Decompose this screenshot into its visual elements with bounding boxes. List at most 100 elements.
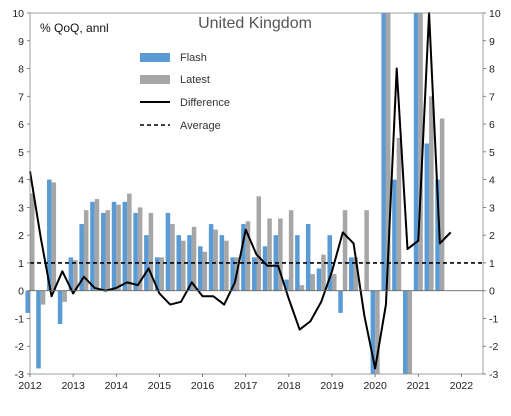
bar-latest <box>94 199 100 291</box>
bar-latest <box>224 240 229 291</box>
bar-flash <box>208 224 214 291</box>
bar-flash <box>241 224 246 291</box>
bar-latest <box>364 210 369 291</box>
bar-latest <box>299 285 305 291</box>
x-tick-label: 2021 <box>407 380 431 392</box>
right-tick-label: -1 <box>489 313 498 325</box>
bar-latest <box>310 274 315 291</box>
bar-flash <box>435 179 440 291</box>
bar-latest <box>396 137 402 291</box>
bar-flash <box>57 290 63 325</box>
bar-latest <box>127 193 132 291</box>
right-y-ticks: -3 -2 -1 0 1 2 3 4 5 6 7 8 9 10 <box>483 8 501 381</box>
right-tick-label: 4 <box>489 175 495 187</box>
bar-flash <box>68 257 74 291</box>
left-y-ticks: -3 -2 -1 0 1 2 3 4 5 6 7 8 9 10 <box>12 8 30 381</box>
bar-flash <box>413 13 419 291</box>
bar-flash <box>90 201 95 291</box>
axes-layer <box>29 12 484 375</box>
bar-flash <box>198 246 203 291</box>
bar-latest <box>332 274 337 291</box>
bar-flash <box>327 235 332 291</box>
bar-latest <box>288 210 294 291</box>
bar-latest <box>137 207 143 291</box>
bar-flash <box>25 290 30 313</box>
bar-latest <box>105 210 111 291</box>
lines-layer <box>29 12 483 370</box>
bar-latest <box>256 196 262 291</box>
bar-latest <box>191 226 197 291</box>
bar-latest <box>148 212 154 291</box>
bar-latest <box>159 257 164 291</box>
chart-title: United Kingdom <box>198 15 312 32</box>
bar-latest <box>62 290 67 302</box>
x-tick-label: 2016 <box>191 380 215 392</box>
series-line-difference <box>29 12 452 370</box>
bar-latest <box>73 260 78 291</box>
bar-flash <box>402 290 408 374</box>
x-axis-ticks: 2012 2013 2014 2015 2016 2017 2018 2019 2020 2021… <box>18 374 473 392</box>
legend-swatch-latest <box>140 75 170 84</box>
bar-latest <box>181 240 186 291</box>
left-tick-label: 4 <box>18 175 24 187</box>
right-tick-label: 6 <box>489 119 495 131</box>
right-tick-label: -2 <box>489 341 498 353</box>
left-tick-label: -3 <box>15 369 24 381</box>
bar-latest <box>353 257 359 291</box>
right-tick-label: 1 <box>489 258 495 270</box>
left-tick-label: 3 <box>18 202 24 214</box>
x-tick-label: 2017 <box>234 380 258 392</box>
x-tick-label: 2014 <box>105 380 129 392</box>
bar-flash <box>122 201 128 291</box>
x-tick-label: 2015 <box>148 380 172 392</box>
bar-flash <box>47 179 52 291</box>
x-tick-label: 2012 <box>18 380 42 392</box>
bar-latest <box>418 13 423 291</box>
bar-latest <box>385 13 391 291</box>
bar-latest <box>342 210 348 291</box>
bar-latest <box>375 290 380 374</box>
bar-latest <box>439 118 445 291</box>
left-tick-label: 6 <box>18 119 24 131</box>
bar-latest <box>429 96 434 291</box>
bar-flash <box>111 201 117 291</box>
bar-flash <box>338 290 343 313</box>
right-tick-label: 0 <box>489 286 495 298</box>
bar-flash <box>370 290 376 374</box>
bar-flash <box>424 143 430 291</box>
left-tick-label: 9 <box>18 36 24 48</box>
bar-latest <box>321 254 326 291</box>
bar-flash <box>100 212 106 291</box>
bar-latest <box>213 229 218 291</box>
left-tick-label: -1 <box>15 313 24 325</box>
bar-flash <box>133 212 138 291</box>
right-tick-label: 10 <box>489 8 501 20</box>
legend: Flash Latest Difference Average <box>140 52 230 132</box>
right-tick-label: 9 <box>489 36 495 48</box>
bar-latest <box>278 218 283 291</box>
right-tick-label: 5 <box>489 147 495 159</box>
bar-latest <box>170 224 175 291</box>
legend-label-average: Average <box>180 120 221 132</box>
bar-latest <box>407 290 413 374</box>
bar-latest <box>51 182 57 291</box>
bar-latest <box>267 218 272 291</box>
left-tick-label: -2 <box>15 341 24 353</box>
bar-flash <box>154 257 160 291</box>
right-tick-label: -3 <box>489 369 498 381</box>
x-tick-label: 2022 <box>450 380 474 392</box>
bar-flash <box>284 279 289 291</box>
bar-flash <box>165 212 171 291</box>
bars-layer <box>25 13 445 374</box>
x-tick-label: 2020 <box>363 380 387 392</box>
legend-swatch-flash <box>140 53 170 62</box>
left-tick-label: 2 <box>18 230 24 242</box>
left-tick-label: 7 <box>18 91 24 103</box>
left-tick-label: 10 <box>12 8 24 20</box>
bar-latest <box>202 251 208 291</box>
bar-flash <box>305 224 311 291</box>
bar-flash <box>36 290 41 369</box>
right-tick-label: 7 <box>489 91 495 103</box>
right-tick-label: 2 <box>489 230 495 242</box>
